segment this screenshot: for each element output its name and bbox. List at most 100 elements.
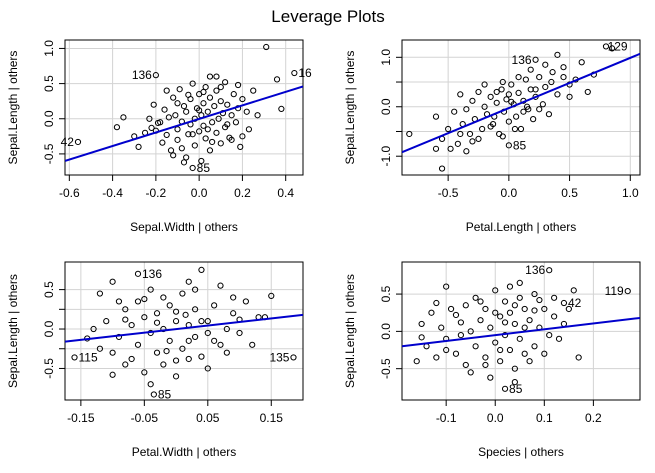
- data-point: [536, 106, 543, 113]
- data-point: [198, 266, 205, 273]
- point-label: 16: [298, 66, 312, 80]
- data-point: [170, 94, 177, 101]
- data-point: [161, 106, 168, 113]
- data-point: [521, 324, 528, 331]
- data-point: [245, 126, 253, 133]
- data-point: [180, 102, 188, 110]
- x-axis-label: Petal.Width | others: [132, 445, 237, 459]
- data-point: [406, 130, 413, 138]
- data-point: [432, 145, 440, 152]
- x-tick-label: 0.2: [585, 411, 602, 425]
- data-point: [531, 343, 538, 350]
- data-point: [172, 112, 179, 119]
- data-point: [141, 314, 148, 321]
- x-tick-label: -0.2: [146, 186, 167, 200]
- data-point: [505, 91, 512, 98]
- point-label: 85: [197, 161, 211, 175]
- figure-title: Leverage Plots: [271, 7, 384, 26]
- data-point: [555, 335, 563, 342]
- data-point: [477, 298, 484, 305]
- y-axis-label: Sepal.Length | others: [6, 274, 20, 388]
- data-point: [516, 294, 523, 301]
- data-point: [147, 381, 154, 388]
- data-point: [542, 61, 549, 68]
- y-axis-label: Sepal.Length | others: [343, 274, 357, 388]
- data-point: [492, 287, 499, 294]
- data-point: [202, 84, 209, 91]
- data-point: [230, 294, 237, 301]
- data-point: [511, 378, 518, 386]
- x-tick-label: 0.1: [536, 411, 553, 425]
- data-point: [239, 133, 246, 140]
- point-label: 136: [512, 53, 532, 67]
- data-point: [523, 103, 531, 110]
- data-point: [204, 108, 211, 115]
- y-axis-label: Sepal.Length | others: [6, 51, 20, 165]
- data-point: [475, 135, 482, 143]
- data-point: [521, 350, 528, 357]
- data-point: [541, 305, 548, 313]
- point-label: 136: [132, 68, 152, 82]
- data-point: [115, 333, 123, 341]
- data-point: [463, 106, 470, 113]
- leverage-panel-2: -0.5 0.0 0.5 1.0 -1.0 0.0 1.0 Petal.Length | ot…: [343, 39, 641, 234]
- data-point: [191, 142, 198, 149]
- plot-frame: [64, 261, 304, 401]
- data-point: [204, 365, 211, 372]
- data-point: [462, 361, 469, 369]
- data-point: [516, 335, 523, 342]
- y-tick-label: -0.5: [42, 143, 56, 164]
- point-label: 42: [568, 296, 582, 310]
- y-axis-label: Sepal.Length | others: [343, 51, 357, 165]
- data-point: [198, 353, 205, 360]
- data-point: [454, 140, 461, 147]
- x-tick-label: -0.4: [102, 186, 123, 200]
- data-point: [239, 95, 246, 103]
- data-point: [200, 122, 207, 129]
- data-point: [479, 125, 486, 133]
- data-point: [223, 349, 230, 356]
- data-point: [511, 302, 518, 309]
- data-point: [178, 145, 185, 152]
- data-point: [166, 302, 173, 309]
- leverage-panel-1: -0.6 -0.4 -0.2 0.0 0.2 0.4 -0.5 0.0 0.5 1.0 Sepal.…: [6, 39, 312, 234]
- data-point: [554, 91, 561, 98]
- data-point: [438, 165, 446, 172]
- data-point: [224, 121, 231, 128]
- y-tick-label: 0.5: [379, 285, 393, 302]
- data-point: [236, 329, 243, 337]
- x-tick-label: 0.0: [487, 411, 504, 425]
- data-point: [560, 320, 568, 328]
- data-point: [180, 159, 188, 166]
- data-point: [506, 346, 514, 354]
- data-point: [109, 349, 116, 356]
- data-point: [536, 296, 543, 304]
- data-point: [174, 126, 181, 133]
- data-point: [217, 282, 224, 289]
- data-point: [153, 319, 161, 326]
- data-point: [530, 116, 537, 123]
- regression-line: [402, 52, 640, 154]
- data-layer: [65, 266, 303, 398]
- data-point: [204, 126, 211, 133]
- data-point: [189, 164, 196, 172]
- data-point: [481, 103, 488, 110]
- data-point: [477, 317, 484, 324]
- data-point: [174, 136, 181, 143]
- data-point: [215, 115, 222, 122]
- data-point: [463, 148, 470, 155]
- data-point: [223, 325, 230, 333]
- data-point: [457, 319, 464, 326]
- data-point: [290, 354, 297, 361]
- data-point: [515, 73, 522, 81]
- data-point: [575, 354, 582, 361]
- plot-frame: [401, 39, 641, 176]
- data-point: [150, 101, 157, 108]
- data-point: [96, 290, 104, 297]
- data-point: [242, 298, 249, 305]
- data-point: [505, 118, 512, 125]
- data-point: [413, 358, 420, 365]
- y-tick-label: 0.0: [42, 110, 56, 127]
- data-point: [183, 154, 190, 161]
- data-point: [192, 286, 199, 293]
